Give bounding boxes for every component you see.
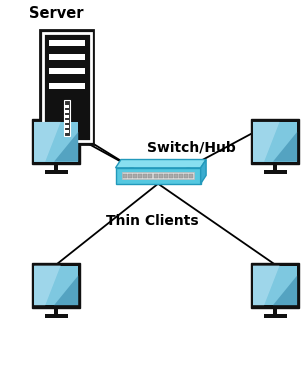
- FancyBboxPatch shape: [49, 54, 85, 60]
- FancyBboxPatch shape: [49, 68, 85, 74]
- FancyBboxPatch shape: [253, 122, 297, 162]
- Polygon shape: [201, 160, 206, 184]
- FancyBboxPatch shape: [251, 263, 299, 308]
- Polygon shape: [253, 265, 279, 305]
- FancyBboxPatch shape: [253, 265, 297, 305]
- FancyBboxPatch shape: [273, 305, 277, 314]
- FancyBboxPatch shape: [179, 174, 183, 178]
- Text: Thin Clients: Thin Clients: [106, 214, 198, 228]
- FancyBboxPatch shape: [148, 174, 152, 178]
- FancyBboxPatch shape: [133, 174, 137, 178]
- Text: Server: Server: [29, 6, 84, 21]
- FancyBboxPatch shape: [65, 110, 69, 113]
- Polygon shape: [273, 132, 297, 162]
- FancyBboxPatch shape: [34, 265, 78, 305]
- FancyBboxPatch shape: [128, 174, 132, 178]
- FancyBboxPatch shape: [32, 263, 80, 308]
- Polygon shape: [116, 160, 206, 168]
- FancyBboxPatch shape: [65, 125, 69, 128]
- FancyBboxPatch shape: [159, 174, 163, 178]
- Polygon shape: [34, 122, 61, 162]
- FancyBboxPatch shape: [164, 174, 168, 178]
- FancyBboxPatch shape: [154, 174, 157, 178]
- FancyBboxPatch shape: [45, 314, 67, 318]
- Polygon shape: [54, 132, 78, 162]
- FancyBboxPatch shape: [116, 168, 201, 184]
- FancyBboxPatch shape: [251, 119, 299, 164]
- FancyBboxPatch shape: [65, 115, 69, 118]
- FancyBboxPatch shape: [34, 122, 78, 162]
- FancyBboxPatch shape: [65, 120, 69, 123]
- FancyBboxPatch shape: [65, 105, 69, 108]
- FancyBboxPatch shape: [122, 172, 194, 179]
- FancyBboxPatch shape: [65, 130, 69, 133]
- FancyBboxPatch shape: [40, 30, 94, 144]
- FancyBboxPatch shape: [32, 119, 80, 164]
- FancyBboxPatch shape: [169, 174, 173, 178]
- FancyBboxPatch shape: [138, 174, 142, 178]
- FancyBboxPatch shape: [174, 174, 178, 178]
- FancyBboxPatch shape: [264, 170, 286, 175]
- Polygon shape: [273, 276, 297, 305]
- Polygon shape: [253, 122, 279, 162]
- Polygon shape: [34, 265, 61, 305]
- Polygon shape: [54, 276, 78, 305]
- FancyBboxPatch shape: [54, 162, 58, 170]
- FancyBboxPatch shape: [49, 40, 85, 46]
- FancyBboxPatch shape: [184, 174, 188, 178]
- FancyBboxPatch shape: [273, 162, 277, 170]
- FancyBboxPatch shape: [143, 174, 147, 178]
- Text: Switch/Hub: Switch/Hub: [147, 141, 236, 155]
- FancyBboxPatch shape: [45, 170, 67, 175]
- FancyBboxPatch shape: [64, 100, 70, 136]
- FancyBboxPatch shape: [54, 305, 58, 314]
- FancyBboxPatch shape: [49, 83, 85, 89]
- FancyBboxPatch shape: [189, 174, 193, 178]
- FancyBboxPatch shape: [123, 174, 127, 178]
- FancyBboxPatch shape: [264, 314, 286, 318]
